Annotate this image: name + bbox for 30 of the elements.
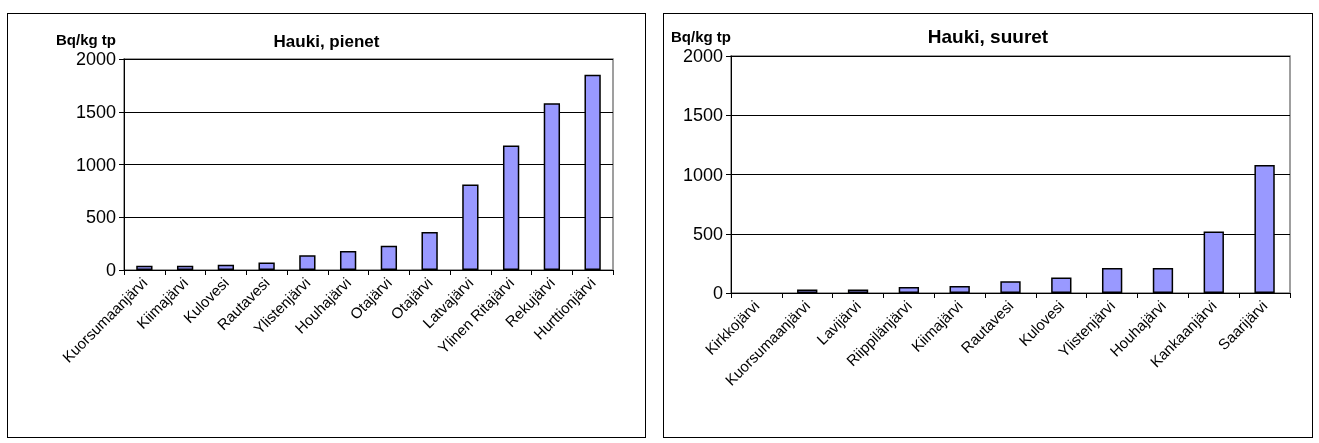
bar xyxy=(339,251,357,270)
chart-title: Hauki, suuret xyxy=(927,26,1049,47)
y-tick-label: 0 xyxy=(712,283,723,303)
bar xyxy=(299,255,316,270)
bar xyxy=(949,285,970,293)
bar xyxy=(797,289,818,293)
y-tick-label: 500 xyxy=(692,223,723,244)
y-tick-label: 1000 xyxy=(682,164,723,185)
y-tick-label: 0 xyxy=(105,260,116,280)
y-tick-label: 2000 xyxy=(75,49,116,69)
y-tick-label: 2000 xyxy=(682,46,723,66)
y-tick-label: 1500 xyxy=(75,101,116,122)
bar xyxy=(847,289,869,293)
bar xyxy=(258,262,275,270)
bar xyxy=(176,265,194,270)
y-tick-label: 1500 xyxy=(682,105,723,126)
bar xyxy=(380,245,398,270)
chart-title: Hauki, pienet xyxy=(273,32,380,51)
y-tick-label: 500 xyxy=(85,207,116,228)
y-tick-label: 1000 xyxy=(75,154,116,175)
bar xyxy=(421,232,438,270)
bar xyxy=(1000,281,1021,293)
bar xyxy=(136,265,153,270)
bar xyxy=(1152,268,1174,293)
y-axis-title: Bq/kg tp xyxy=(56,31,116,48)
y-axis-title: Bq/kg tp xyxy=(671,28,731,45)
bar xyxy=(1051,277,1072,293)
bar xyxy=(1101,268,1123,293)
bar xyxy=(217,264,235,270)
bar xyxy=(898,287,920,293)
